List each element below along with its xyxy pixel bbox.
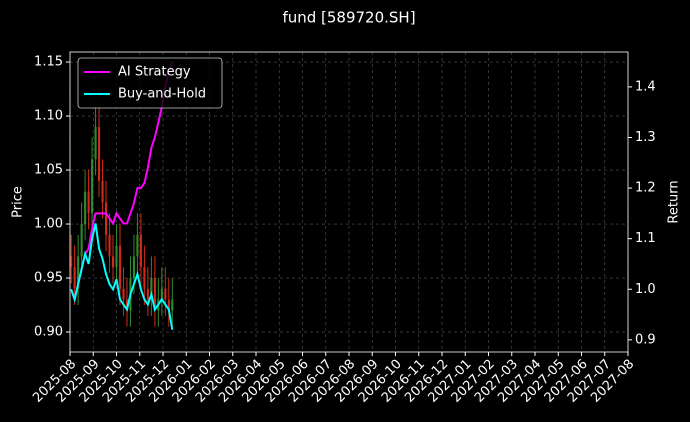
- candle-body: [87, 191, 90, 214]
- legend-label: AI Strategy: [118, 65, 191, 80]
- candle-body: [80, 224, 83, 257]
- y-axis-label: Price: [11, 186, 26, 218]
- candle-body: [171, 299, 174, 311]
- candle-body: [164, 288, 167, 300]
- y2-axis-label: Return: [667, 180, 682, 223]
- candle-body: [132, 256, 135, 279]
- candle-body: [70, 256, 73, 268]
- candle-body: [139, 234, 142, 268]
- y2-tick-label: 1.0: [635, 282, 656, 297]
- candle-body: [108, 234, 111, 257]
- candle-body: [73, 267, 76, 289]
- candle-body: [118, 245, 122, 289]
- candle-body: [94, 126, 97, 160]
- candle-body: [143, 267, 146, 289]
- y-tick-label: 0.95: [34, 271, 63, 286]
- y-tick-label: 1.00: [34, 217, 63, 232]
- candle-body: [150, 278, 153, 300]
- candle-body: [160, 288, 163, 300]
- y2-tick-label: 1.2: [635, 181, 656, 196]
- legend-box: [77, 57, 223, 109]
- candle-body: [122, 288, 125, 300]
- candle-body: [115, 245, 118, 268]
- candle-body: [153, 278, 156, 311]
- y2-tick-label: 1.1: [635, 231, 656, 246]
- y2-tick-label: 1.4: [635, 79, 656, 94]
- series-line: [70, 61, 174, 304]
- y-tick-label: 1.05: [34, 163, 63, 178]
- legend-label: Buy-and-Hold: [118, 87, 206, 102]
- candle-body: [125, 299, 129, 311]
- candle-body: [77, 256, 80, 289]
- candle-body: [101, 180, 104, 203]
- candle-body: [84, 191, 87, 225]
- chart-title: fund [589720.SH]: [282, 9, 415, 27]
- candle-body: [136, 234, 139, 257]
- candle-body: [146, 288, 149, 300]
- y-tick-label: 1.15: [34, 55, 63, 70]
- y2-tick-label: 1.3: [635, 130, 656, 145]
- candle-body: [104, 202, 108, 235]
- series-line: [70, 223, 174, 330]
- plot-frame: [69, 51, 629, 353]
- candle-body: [98, 126, 101, 181]
- candle-body: [111, 256, 115, 268]
- candle-body: [167, 299, 170, 311]
- y2-tick-label: 0.9: [635, 332, 656, 347]
- candle-body: [91, 159, 94, 214]
- y-tick-label: 0.90: [34, 325, 63, 340]
- y-tick-label: 1.10: [34, 109, 63, 124]
